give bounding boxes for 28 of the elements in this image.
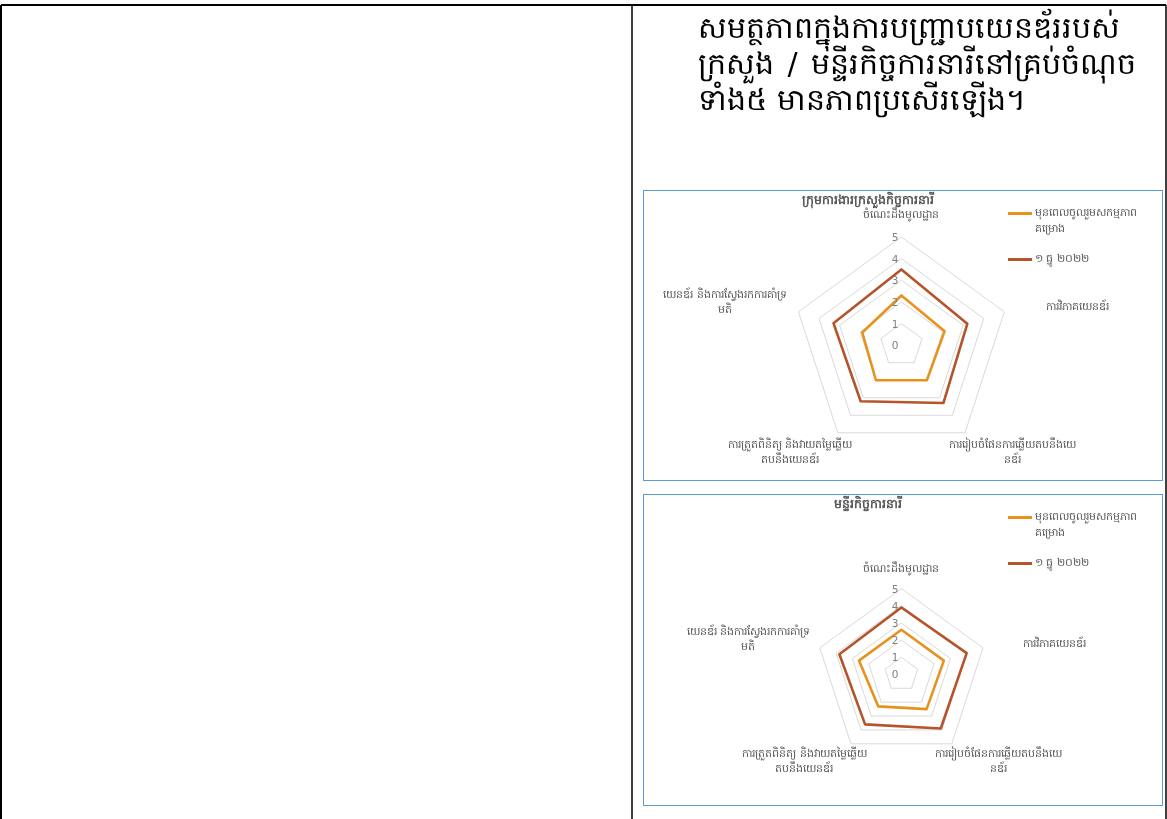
y-tick-label: 1 — [891, 317, 899, 330]
spoke-label: យេនឌ័រ និងការស្វែងរកការគាំទ្រមតិ — [685, 623, 812, 654]
chart-title: ក្រុមការងារក្រសួងកិច្ចការនារី — [801, 192, 934, 207]
y-tick-label: 1 — [891, 651, 899, 664]
y-tick-label: 0 — [891, 668, 899, 681]
y-tick-label: 4 — [891, 599, 899, 612]
spoke-label: ចំណេះដឹងមូលដ្ឋាន — [862, 560, 941, 576]
y-tick-label: 5 — [891, 582, 899, 595]
legend-label: មុនពេលចូលរួមសកម្មភាពគម្រោង — [1035, 509, 1138, 541]
spoke-label: ការរៀបចំផែនការឆ្លើយតបនឹងយេនឌ័រ — [948, 436, 1077, 467]
y-tick-label: 4 — [891, 252, 899, 265]
spoke-label: យេនឌ័រ និងការស្វែងរកការគាំទ្រមតិ — [662, 286, 788, 317]
spoke-label: ការវិភាគយេនឌ័រ — [1045, 298, 1111, 314]
y-tick-label: 0 — [891, 339, 899, 352]
y-tick-label: 3 — [891, 616, 899, 629]
y-tick-label: 5 — [891, 230, 899, 243]
legend-label: ១ ធ្នូ ២០២២ — [1035, 251, 1089, 267]
chart-title: មន្ទីរកិច្ចការនារី — [833, 496, 902, 511]
spoke-label: ចំណេះដឹងមូលដ្ឋាន — [863, 207, 941, 223]
y-tick-label: 3 — [891, 274, 899, 287]
spoke-label: ការត្រួតពិនិត្យ និងវាយតម្លៃឆ្លើយតបនឹងយេនឌ័រ — [726, 436, 854, 467]
legend-label: មុនពេលចូលរួមសកម្មភាពគម្រោង — [1035, 205, 1138, 237]
spoke-label: ការរៀបចំផែនការឆ្លើយតបនឹងយេនឌ័រ — [934, 746, 1063, 777]
y-tick-label: 2 — [891, 634, 899, 647]
text: សមត្ថភាពក្នុងការបញ្ជ្រាបយេនឌ័ររបស់ក្រសួង / មន្ទីរកិច្ចការនារីនៅគ្រប់ចំណុចទាំង៥ មានភាពប្រសើរឡើង។ — [698, 10, 1136, 118]
legend-label: ១ ធ្នូ ២០២២ — [1035, 555, 1089, 571]
spoke-label: ការត្រួតពិនិត្យ និងវាយតម្លៃឆ្លើយតបនឹងយេនឌ័រ — [741, 746, 868, 777]
spoke-label: ការវិភាគយេនឌ័រ — [1021, 635, 1087, 651]
